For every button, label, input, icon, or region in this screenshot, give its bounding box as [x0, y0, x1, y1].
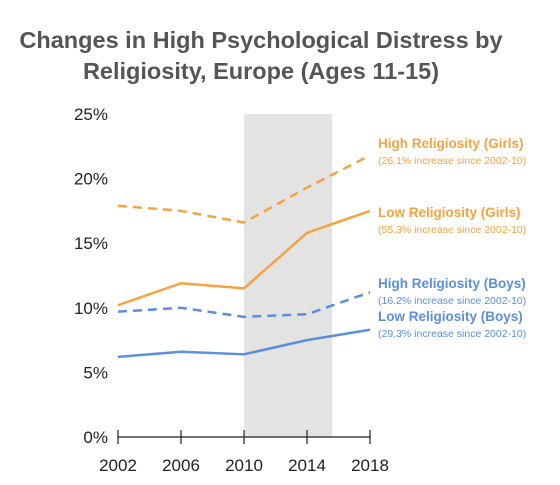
- y-tick-label: 15%: [74, 234, 108, 253]
- series-note: (26.1% increase since 2002-10): [378, 155, 526, 167]
- series-line-4: [117, 328, 371, 359]
- x-tick-label: 2002: [99, 456, 137, 475]
- x-tick-label: 2010: [225, 456, 263, 475]
- chart-title-line-1: Changes in High Psychological Distress b…: [19, 27, 502, 53]
- series-note: (16.2% increase since 2002-10): [378, 295, 526, 307]
- series-line-1: [117, 154, 371, 224]
- series-label: High Religiosity (Girls): [378, 136, 524, 151]
- y-tick-label: 10%: [74, 299, 108, 318]
- series-line-3: [117, 291, 371, 319]
- x-tick-label: 2006: [162, 456, 200, 475]
- y-tick-label: 5%: [83, 363, 108, 382]
- plot-area: 0% 5% 10% 15% 20% 25% 2002 2006 2010 2014 2018 High…: [74, 105, 526, 475]
- series-label: High Religiosity (Boys): [378, 276, 526, 291]
- y-tick-label: 20%: [74, 170, 108, 189]
- series-line-2: [117, 209, 371, 307]
- series-label: Low Religiosity (Girls): [378, 205, 521, 220]
- series-note: (55.3% increase since 2002-10): [378, 224, 526, 236]
- y-tick-label: 25%: [74, 105, 108, 124]
- chart-title-line-2: Religiosity, Europe (Ages 11-15): [83, 58, 439, 84]
- x-tick-label: 2018: [351, 456, 389, 475]
- y-tick-label: 0%: [83, 428, 108, 447]
- series-note: (29.3% increase since 2002-10): [378, 328, 526, 340]
- series-label: Low Religiosity (Boys): [378, 309, 523, 324]
- x-tick-label: 2014: [288, 456, 326, 475]
